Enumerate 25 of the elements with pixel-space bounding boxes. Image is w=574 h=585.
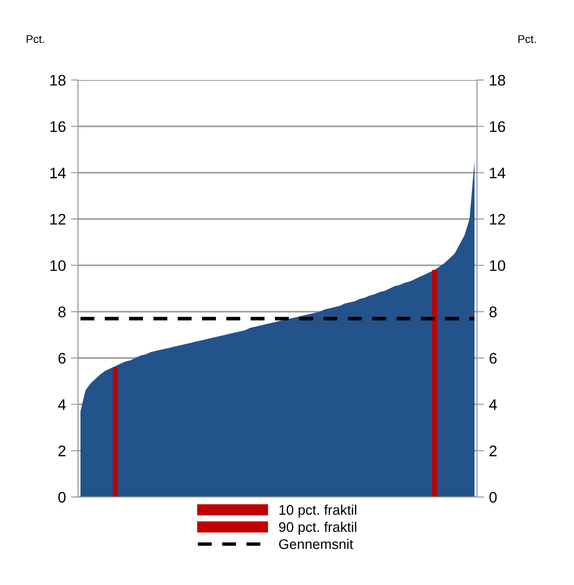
legend-label: Gennemsnit [279, 538, 354, 550]
y2-tick-label: 2 [490, 446, 497, 456]
y-tick-label: 0 [58, 492, 66, 503]
y2-tick-label: 16 [490, 121, 506, 132]
y2-tick-label: 14 [490, 168, 506, 178]
y-tick-label: 12 [50, 214, 66, 225]
y2-tick-label: 0 [489, 492, 497, 503]
legend-label: 90 pct. fraktil [279, 522, 356, 535]
y-tick-label: 10 [50, 260, 66, 272]
y-tick-label: 4 [58, 399, 66, 410]
y-tick-label: 16 [50, 121, 66, 132]
y2-tick-label: 6 [490, 352, 497, 364]
y2-tick-label: 18 [490, 74, 506, 86]
y-tick-label: 14 [50, 168, 66, 178]
y2-tick-label: 4 [489, 399, 497, 410]
y2-tick-label: 8 [489, 306, 497, 318]
y2-axis-title: Pct. [518, 35, 536, 43]
y-tick-label: 6 [58, 352, 66, 364]
y-tick-label: 18 [50, 74, 66, 86]
legend-label: 10 pct. fraktil [279, 504, 356, 518]
y-axis-title: Pct. [26, 35, 44, 43]
y-tick-label: 2 [58, 446, 66, 456]
y2-tick-label: 10 [490, 260, 506, 272]
y2-tick-label: 12 [490, 214, 506, 225]
y-tick-label: 8 [58, 306, 66, 318]
